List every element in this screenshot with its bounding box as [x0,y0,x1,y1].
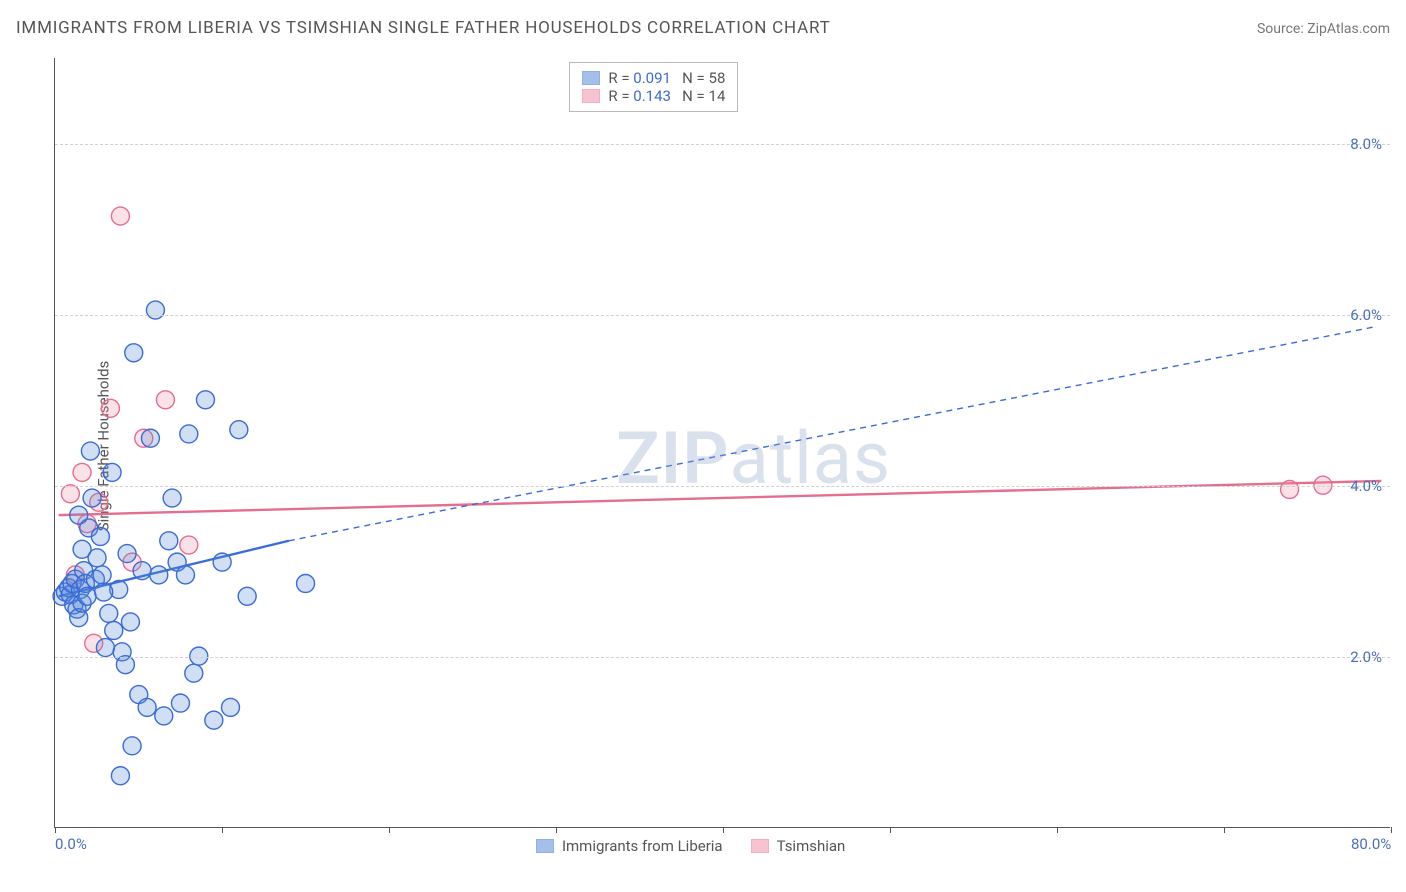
blue-point [83,489,101,507]
pink-point [1281,481,1299,499]
blue-point [70,506,88,524]
title-bar: IMMIGRANTS FROM LIBERIA VS TSIMSHIAN SIN… [16,18,1390,38]
blue-point [213,553,231,571]
stats-text: R = 0.143 N = 14 [608,87,725,105]
x-tick [222,827,223,833]
blue-point [171,694,189,712]
x-tick [556,827,557,833]
blue-point [111,767,129,785]
y-tick-label: 6.0% [1350,306,1382,324]
x-tick [1057,827,1058,833]
pink-point [101,399,119,417]
legend-item: Tsimshian [751,837,846,855]
legend-swatch [751,839,769,853]
blue-point [100,604,118,622]
pink-point [73,463,91,481]
x-axis-label: 0.0% [55,835,87,853]
pink-point [111,207,129,225]
blue-point [95,583,113,601]
y-tick-label: 2.0% [1350,648,1382,666]
blue-point [176,566,194,584]
blue-point [96,639,114,657]
chart-title: IMMIGRANTS FROM LIBERIA VS TSIMSHIAN SIN… [16,18,831,38]
x-tick [1224,827,1225,833]
blue-point [238,587,256,605]
pink-point [156,391,174,409]
blue-point [160,532,178,550]
x-tick [389,827,390,833]
blue-point [185,664,203,682]
stats-text: R = 0.091 N = 58 [608,69,725,87]
blue-point [138,698,156,716]
legend-item: Immigrants from Liberia [536,837,723,855]
blue-point [103,463,121,481]
legend-swatch [582,89,600,103]
x-axis-label: 80.0% [1351,835,1391,853]
blue-point [105,621,123,639]
pink-point [180,536,198,554]
stats-legend: R = 0.091 N = 58R = 0.143 N = 14 [569,62,738,112]
gridline [55,486,1390,487]
blue-regression-dashed [289,327,1373,541]
blue-point [81,442,99,460]
plot-svg [55,58,1390,827]
blue-point [118,545,136,563]
legend-swatch [582,71,600,85]
blue-point [163,489,181,507]
x-tick [890,827,891,833]
stats-legend-row: R = 0.143 N = 14 [582,87,725,105]
x-tick [723,827,724,833]
y-tick-label: 8.0% [1350,135,1382,153]
blue-point [133,562,151,580]
blue-point [116,656,134,674]
y-tick-label: 4.0% [1350,477,1382,495]
blue-point [222,698,240,716]
blue-point [73,540,91,558]
gridline [55,315,1390,316]
legend-label: Immigrants from Liberia [562,837,723,855]
series-legend: Immigrants from Liberia Tsimshian [536,837,845,855]
blue-point [297,574,315,592]
blue-point [196,391,214,409]
scatter-plot: 2.0%4.0%6.0%8.0%0.0%80.0%ZIPatlasR = 0.0… [54,58,1390,828]
gridline [55,657,1390,658]
blue-point [146,301,164,319]
legend-swatch [536,839,554,853]
source-attribution: Source: ZipAtlas.com [1257,21,1390,37]
blue-point [125,344,143,362]
blue-point [93,566,111,584]
blue-point [121,613,139,631]
blue-point [230,421,248,439]
blue-point [155,707,173,725]
legend-label: Tsimshian [777,837,846,855]
pink-point [61,485,79,503]
gridline [55,144,1390,145]
blue-point [91,528,109,546]
stats-legend-row: R = 0.091 N = 58 [582,69,725,87]
x-tick [1391,827,1392,833]
blue-point [150,566,168,584]
blue-point [205,711,223,729]
blue-point [78,587,96,605]
blue-point [123,737,141,755]
blue-point [180,425,198,443]
x-tick [55,827,56,833]
blue-point [141,429,159,447]
